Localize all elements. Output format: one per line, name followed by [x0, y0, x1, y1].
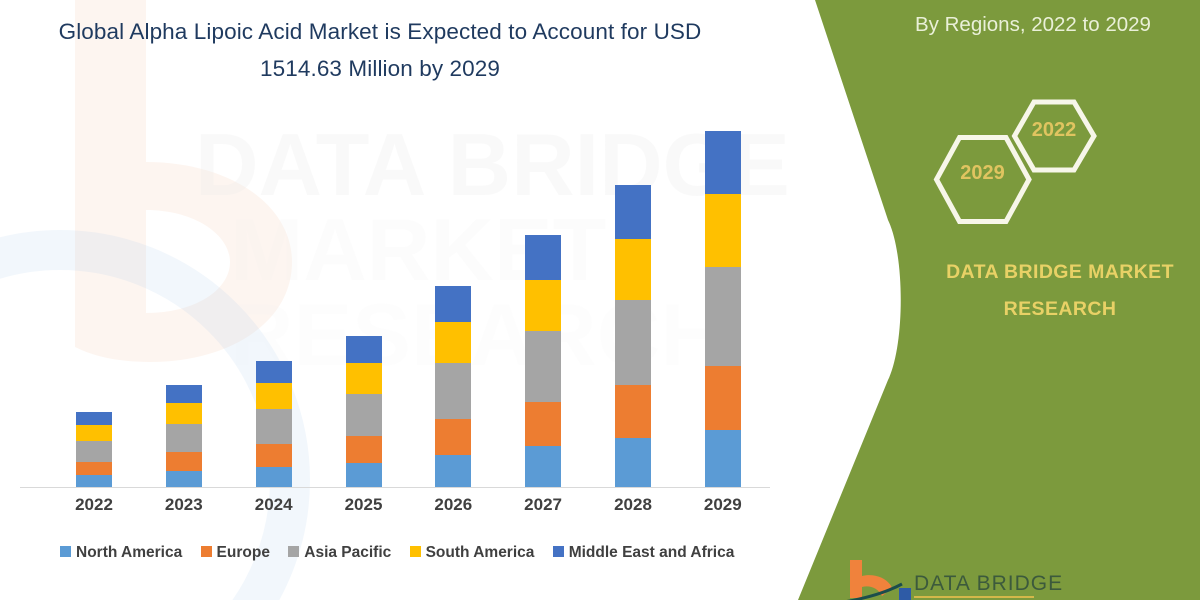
svg-text:DATA BRIDGE: DATA BRIDGE: [914, 572, 1063, 595]
